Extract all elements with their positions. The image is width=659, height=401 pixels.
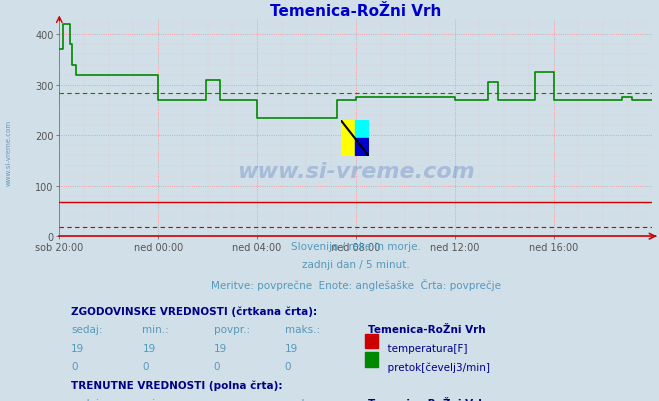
Bar [365, 352, 378, 367]
Text: TRENUTNE VREDNOSTI (polna črta):: TRENUTNE VREDNOSTI (polna črta): [71, 380, 283, 390]
Text: Meritve: povprečne  Enote: anglešaške  Črta: povprečje: Meritve: povprečne Enote: anglešaške Črt… [211, 278, 501, 290]
Text: min.:: min.: [142, 324, 169, 334]
Text: povpr.:: povpr.: [214, 398, 250, 401]
Text: 0: 0 [142, 361, 149, 371]
Text: min.:: min.: [142, 398, 169, 401]
Text: 19: 19 [71, 343, 84, 353]
Bar [341, 121, 355, 156]
Bar [355, 121, 369, 139]
Text: Slovenija / reke in morje.: Slovenija / reke in morje. [291, 241, 421, 251]
Text: Temenica-RoŽni Vrh: Temenica-RoŽni Vrh [368, 324, 485, 334]
Text: 19: 19 [142, 343, 156, 353]
Bar [355, 139, 369, 156]
Text: www.si-vreme.com: www.si-vreme.com [237, 162, 474, 182]
Text: ZGODOVINSKE VREDNOSTI (črtkana črta):: ZGODOVINSKE VREDNOSTI (črtkana črta): [71, 306, 317, 316]
Text: 0: 0 [214, 361, 220, 371]
Text: maks.:: maks.: [285, 398, 320, 401]
Text: www.si-vreme.com: www.si-vreme.com [5, 119, 12, 185]
Text: 0: 0 [71, 361, 78, 371]
Text: maks.:: maks.: [285, 324, 320, 334]
Text: temperatura[F]: temperatura[F] [381, 343, 467, 353]
Text: 0: 0 [285, 361, 291, 371]
Bar [365, 334, 378, 348]
Text: zadnji dan / 5 minut.: zadnji dan / 5 minut. [302, 260, 410, 270]
Text: 19: 19 [214, 343, 227, 353]
Title: Temenica-RoŽni Vrh: Temenica-RoŽni Vrh [270, 4, 442, 19]
Text: pretok[čevelj3/min]: pretok[čevelj3/min] [381, 361, 490, 372]
Text: povpr.:: povpr.: [214, 324, 250, 334]
Text: sedaj:: sedaj: [71, 398, 103, 401]
Text: 19: 19 [285, 343, 298, 353]
Text: sedaj:: sedaj: [71, 324, 103, 334]
Text: Temenica-RoŽni Vrh: Temenica-RoŽni Vrh [368, 398, 485, 401]
